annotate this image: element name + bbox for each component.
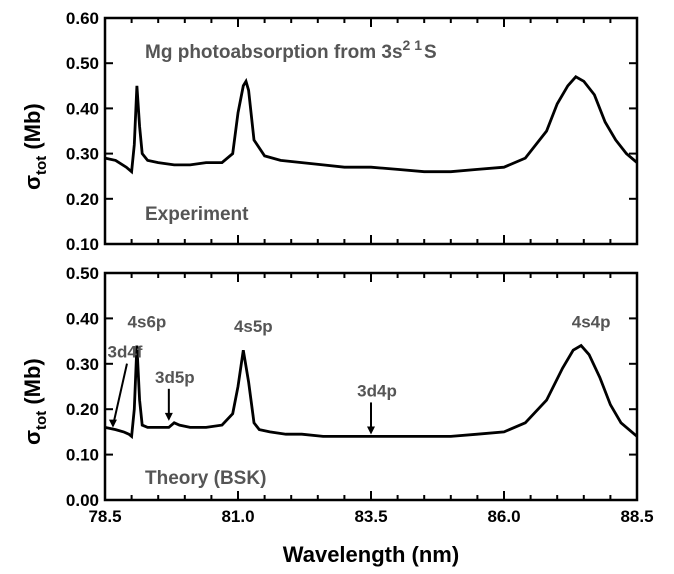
bottom-series-line — [104, 343, 638, 440]
y-tick-label: 0.10 — [66, 446, 99, 465]
y-tick-label: 0.30 — [66, 355, 99, 374]
annotation-arrow — [112, 363, 128, 426]
y-tick-label: 0.00 — [66, 491, 99, 510]
x-tick-label: 88.5 — [620, 507, 653, 526]
y-tick-label: 0.40 — [66, 309, 99, 328]
bottom-panel: 0.00 0.10 0.20 0.30 0.40 0.50 78.5 81.0 83.5 86.… — [20, 264, 654, 567]
peak-label: 3d4p — [357, 381, 397, 400]
y-tick-label: 0.40 — [66, 99, 99, 118]
annotation-arrowhead — [164, 412, 173, 421]
bottom-y-axis-title: σtot (Mb) — [20, 358, 50, 445]
top-x-ticks — [104, 18, 638, 244]
top-y-axis-title: σtot (Mb) — [20, 103, 50, 190]
y-tick-label: 0.50 — [66, 54, 99, 73]
peak-label: 4s4p — [572, 313, 611, 332]
top-y-ticks: 0.10 0.20 0.30 0.40 0.50 0.60 — [66, 9, 637, 254]
bottom-panel-label: Theory (BSK) — [145, 468, 266, 489]
y-tick-label: 0.60 — [66, 9, 99, 28]
top-panel-label: Experiment — [145, 204, 249, 225]
peak-label: 3d5p — [155, 368, 195, 387]
y-tick-label: 0.20 — [66, 400, 99, 419]
y-tick-label: 0.20 — [66, 190, 99, 209]
bottom-y-ticks: 0.00 0.10 0.20 0.30 0.40 0.50 — [66, 264, 637, 510]
x-tick-label: 86.0 — [487, 507, 520, 526]
annotation-arrowhead — [367, 426, 375, 435]
peak-label: 4s5p — [234, 317, 273, 336]
x-tick-label: 83.5 — [354, 507, 387, 526]
bottom-x-ticks: 78.5 81.0 83.5 86.0 88.5 — [88, 273, 654, 526]
y-tick-label: 0.10 — [66, 235, 99, 254]
top-panel: 0.10 0.20 0.30 0.40 0.50 0.60 Mg photoabsorpt… — [20, 9, 639, 254]
y-tick-label: 0.50 — [66, 264, 99, 283]
peak-label: 3d4f — [107, 343, 142, 362]
top-series-line — [104, 75, 638, 175]
x-axis-title: Wavelength (nm) — [283, 542, 459, 567]
peak-label: 4s6p — [128, 313, 167, 332]
y-tick-label: 0.30 — [66, 145, 99, 164]
x-tick-label: 78.5 — [88, 507, 121, 526]
bottom-annotations: 3d4f 4s6p 3d5p 4s5p 3d4p 4s4p — [107, 313, 611, 435]
annotation-arrowhead — [108, 419, 117, 428]
x-tick-label: 81.0 — [221, 507, 254, 526]
